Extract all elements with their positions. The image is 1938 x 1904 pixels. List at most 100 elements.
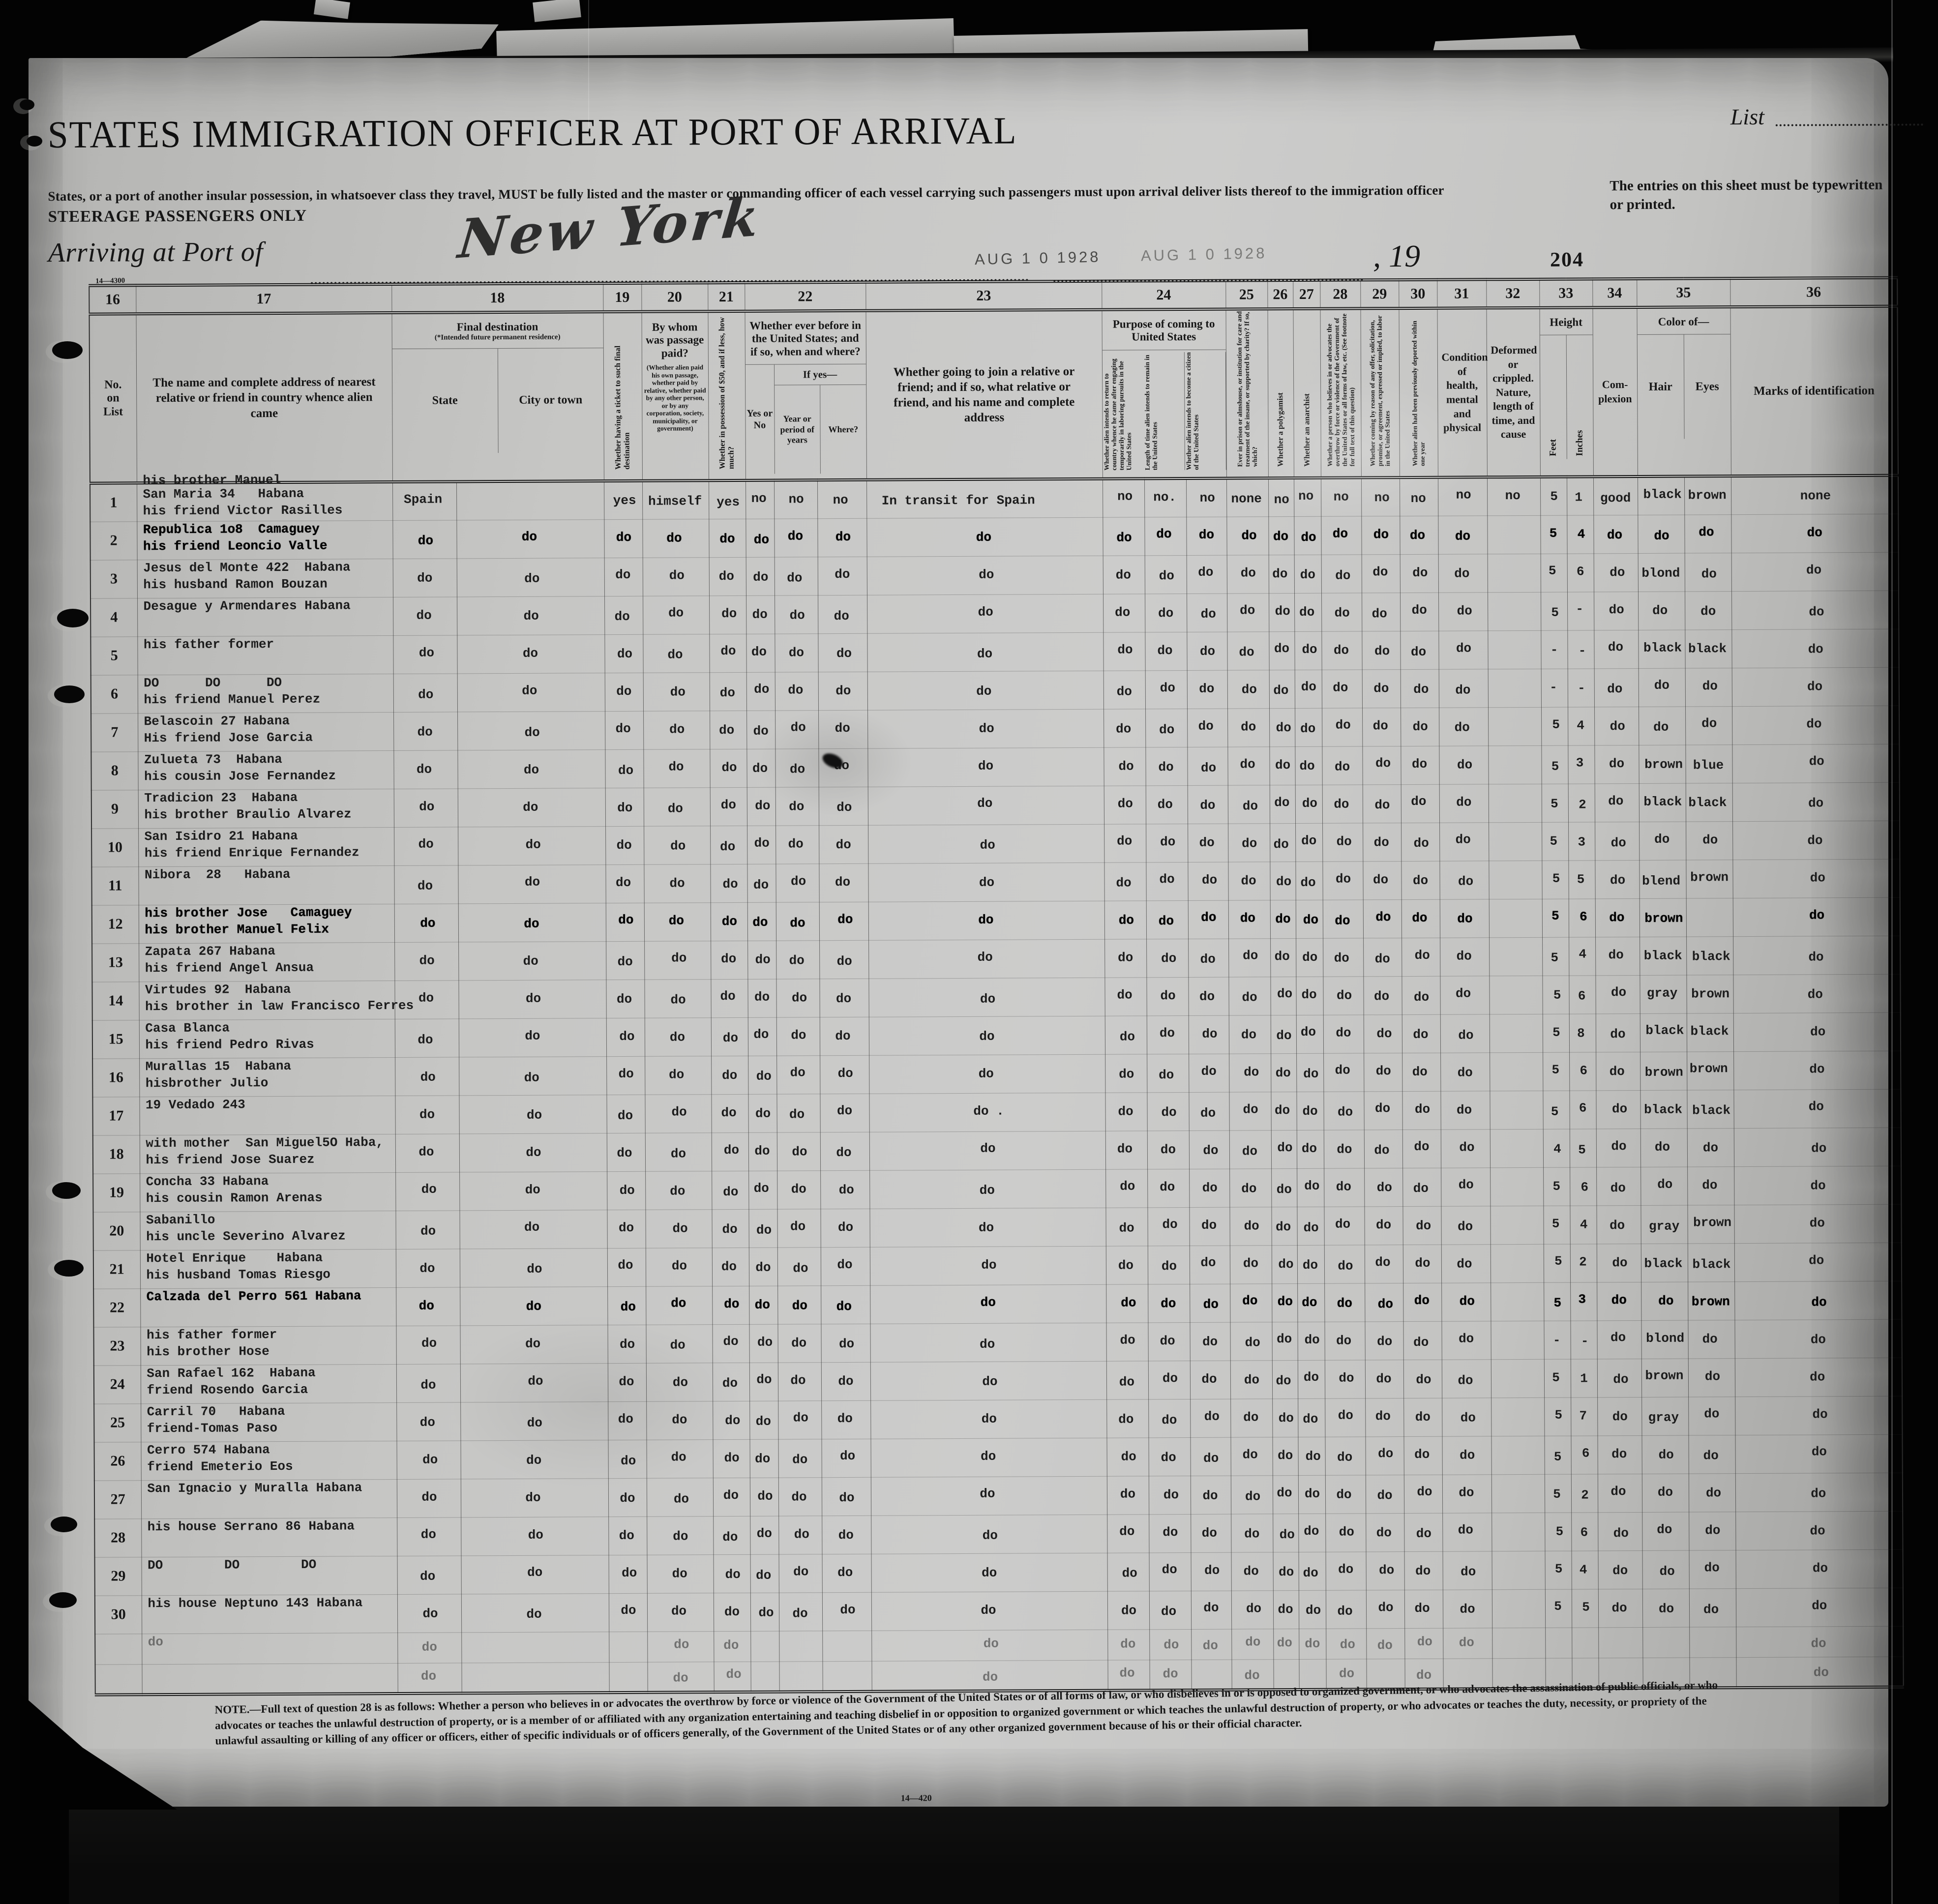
relative-name-address-cell: Murallas 15 Habana hisbrother Julio — [139, 1057, 395, 1097]
manifest-cell: do — [396, 1402, 461, 1441]
manifest-cell: do — [1103, 709, 1146, 747]
manifest-cell: do — [392, 520, 457, 559]
manifest-cell: 5 — [1543, 1167, 1570, 1206]
manifest-cell: do — [1325, 1475, 1366, 1514]
manifest-cell: do — [1404, 1551, 1443, 1590]
manifest-cell: do — [1736, 1656, 1904, 1688]
manifest-cell: do — [1296, 1091, 1324, 1130]
manifest-cell: do — [867, 594, 1103, 633]
manifest-cell: do — [749, 1400, 778, 1439]
manifest-cell: do — [457, 749, 605, 789]
manifest-cell: do — [1295, 861, 1323, 900]
manifest-cell: do — [1442, 1589, 1492, 1628]
manifest-cell: do — [1400, 592, 1439, 631]
manifest-cell: do — [643, 672, 710, 711]
manifest-cell: do — [1270, 977, 1296, 1015]
manifest-cell: do — [606, 941, 645, 980]
manifest-cell: do — [459, 1056, 607, 1096]
manifest-cell: do — [1270, 938, 1296, 977]
manifest-cell: do — [709, 518, 746, 558]
manifest-cell: do — [871, 1514, 1107, 1554]
manifest-cell: do — [1322, 708, 1363, 746]
page-title: STATES IMMIGRATION OFFICER AT PORT OF AR… — [47, 109, 1017, 156]
manifest-cell — [822, 1661, 872, 1692]
manifest-cell — [1491, 1512, 1545, 1551]
manifest-cell: gray — [1640, 975, 1687, 1013]
manifest-cell: do — [777, 1247, 821, 1286]
manifest-cell: 5 — [1545, 1550, 1572, 1589]
manifest-cell: do — [1148, 1475, 1191, 1515]
manifest-cell: do — [1187, 785, 1228, 824]
manifest-cell: do — [1438, 515, 1488, 554]
col-number: 25 — [1225, 280, 1268, 309]
manifest-cell: do — [1687, 1166, 1734, 1205]
manifest-cell: - — [1541, 630, 1568, 669]
manifest-cell: do — [867, 709, 1104, 748]
relative-name-address-cell: Cerro 574 Habana friend Emeterio Eos — [141, 1440, 397, 1481]
header-marks: Marks of identification — [1730, 306, 1898, 476]
manifest-cell: do — [820, 1247, 870, 1286]
manifest-cell: do — [395, 1249, 460, 1287]
manifest-cell: do — [1191, 1552, 1231, 1591]
manifest-cell: do — [397, 1555, 461, 1594]
relative-name-address-cell: Desague y Armendares Habana — [137, 597, 393, 637]
manifest-cell: do — [1404, 1589, 1443, 1629]
manifest-cell: do — [709, 672, 747, 711]
manifest-cell: do — [393, 788, 458, 828]
manifest-cell: brown — [1686, 860, 1733, 898]
manifest-cell: do — [1400, 554, 1439, 593]
col-number: 17 — [136, 284, 392, 314]
manifest-cell: do — [870, 1284, 1106, 1324]
manifest-cell: 6 — [1567, 553, 1594, 592]
manifest-cell: do — [819, 1016, 869, 1056]
manifest-cell: do — [712, 1285, 749, 1325]
row-number: 11 — [91, 866, 139, 905]
row-number: 22 — [93, 1288, 141, 1327]
manifest-cell: do — [643, 749, 710, 788]
row-number: 30 — [94, 1595, 142, 1634]
manifest-cell: 5 — [1543, 1052, 1570, 1091]
manifest-cell — [1489, 1013, 1543, 1053]
manifest-cell: do — [1366, 1551, 1404, 1590]
manifest-cell: do — [392, 558, 457, 597]
date-stamp: AUG 1 0 1928 — [974, 248, 1101, 268]
header-health: Condition of health, mental and physical — [1437, 308, 1488, 477]
manifest-cell: do — [748, 1247, 778, 1286]
manifest-cell: do — [1297, 1283, 1325, 1322]
manifest-cell: do — [1322, 861, 1363, 900]
manifest-cell: do — [1269, 708, 1295, 747]
manifest-cell: do — [866, 517, 1103, 557]
header-purpose: Purpose of coming to United States Wheth… — [1102, 309, 1227, 479]
typewritten-note: The entries on this sheet must be typewr… — [1610, 177, 1883, 212]
manifest-cell: do — [1685, 668, 1732, 707]
manifest-cell: do — [1103, 594, 1145, 632]
manifest-cell: do — [1402, 1167, 1441, 1207]
manifest-cell: do — [1189, 1245, 1230, 1284]
manifest-cell: 6 — [1569, 975, 1596, 1014]
manifest-cell — [779, 1661, 823, 1692]
manifest-cell: do — [605, 749, 644, 788]
manifest-cell: do — [871, 1552, 1107, 1592]
manifest-cell: do — [747, 1017, 777, 1056]
manifest-cell: do — [1687, 1128, 1734, 1167]
manifest-cell: do — [1188, 823, 1228, 862]
row-number: 23 — [93, 1327, 141, 1366]
manifest-cell: do — [1689, 1588, 1736, 1627]
manifest-cell — [1491, 1320, 1544, 1360]
manifest-cell: do — [870, 1361, 1107, 1400]
manifest-cell: do — [1190, 1398, 1231, 1437]
manifest-cell: do — [393, 712, 458, 751]
row-number — [95, 1664, 142, 1695]
relative-name-address-cell: San Rafael 162 Habana friend Rosendo Garc… — [140, 1364, 397, 1404]
manifest-cell: do — [1732, 897, 1901, 937]
manifest-cell: do — [1401, 707, 1439, 746]
manifest-cell: do — [395, 1095, 459, 1134]
manifest-cell: do — [1594, 706, 1639, 745]
manifest-cell: do — [1594, 744, 1639, 784]
manifest-cell — [1491, 1550, 1545, 1590]
manifest-cell: do — [1366, 1590, 1405, 1629]
manifest-cell: do — [1731, 513, 1899, 553]
manifest-cell: 4 — [1568, 707, 1595, 745]
manifest-cell: 3 — [1568, 822, 1595, 861]
manifest-cell: do — [749, 1285, 778, 1324]
